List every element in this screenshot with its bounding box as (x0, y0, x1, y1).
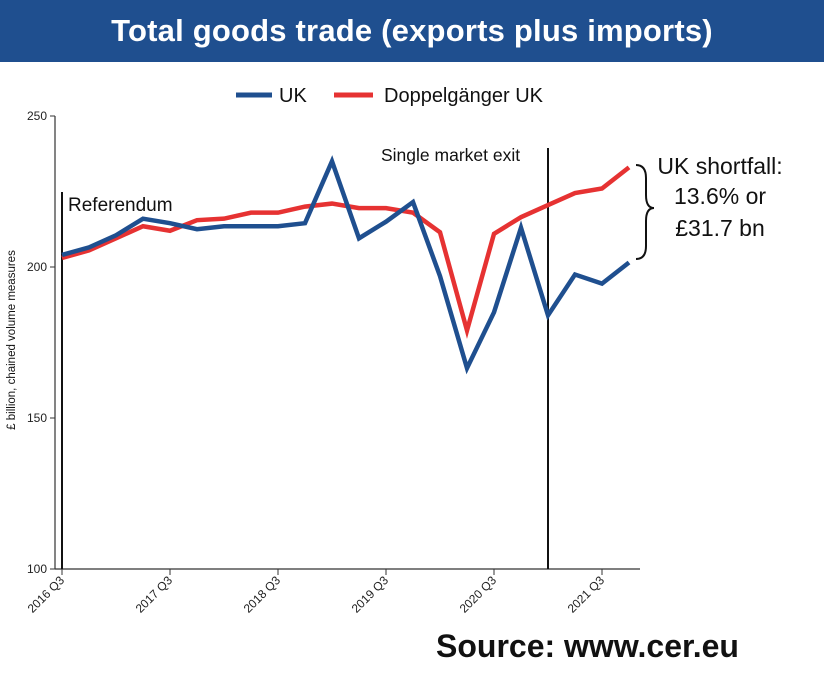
chart-title-bar: Total goods trade (exports plus imports) (0, 0, 824, 62)
legend: UK Doppelgänger UK (236, 85, 544, 107)
shortfall-label-line1: UK shortfall: (657, 153, 782, 179)
chart-title: Total goods trade (exports plus imports) (111, 13, 713, 48)
referendum-label: Referendum (68, 195, 173, 216)
x-tick-label: 2016 Q3 (25, 573, 68, 616)
x-tick-label: 2017 Q3 (133, 573, 176, 616)
x-tick-label: 2021 Q3 (565, 573, 608, 616)
single-market-exit-label: Single market exit (381, 145, 520, 165)
y-tick-label: 150 (27, 411, 47, 425)
shortfall-label-line2: 13.6% or (674, 183, 766, 209)
shortfall-brace (635, 164, 655, 260)
x-tick-label: 2019 Q3 (349, 573, 392, 616)
legend-label-doppelganger: Doppelgänger UK (384, 85, 544, 107)
source-note: Source: www.cer.eu (436, 628, 739, 664)
y-tick-label: 250 (27, 109, 47, 123)
x-tick-label: 2020 Q3 (457, 573, 500, 616)
shortfall-label-line3: £31.7 bn (675, 215, 765, 241)
series-line-uk (61, 155, 631, 375)
legend-label-uk: UK (279, 85, 307, 107)
y-tick-label: 100 (27, 562, 47, 576)
y-axis-label: £ billion, chained volume measures (6, 250, 18, 430)
y-tick-label: 200 (27, 260, 47, 274)
x-tick-label: 2018 Q3 (241, 573, 284, 616)
